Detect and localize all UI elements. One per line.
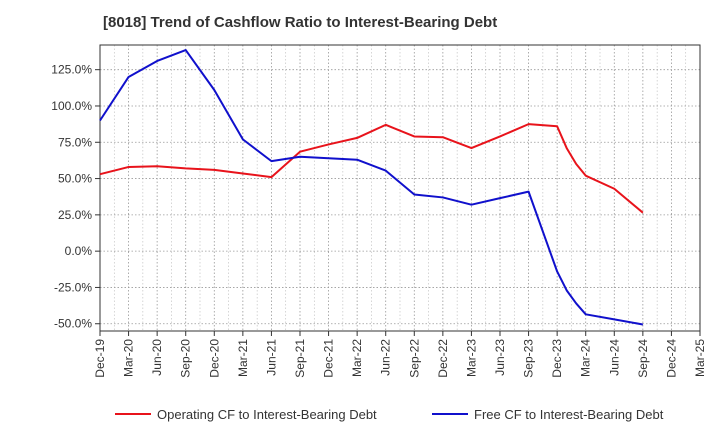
y-tick-label: 100.0% bbox=[51, 99, 92, 113]
x-tick-label: Jun-24 bbox=[607, 339, 621, 376]
x-tick-label: Sep-23 bbox=[522, 339, 536, 378]
y-tick-label: -25.0% bbox=[54, 280, 92, 294]
x-tick-label: Dec-21 bbox=[322, 339, 336, 378]
y-tick-label: 50.0% bbox=[58, 172, 92, 186]
x-tick-label: Mar-23 bbox=[464, 339, 478, 377]
x-tick-label: Jun-22 bbox=[379, 339, 393, 376]
plot-frame bbox=[99, 44, 701, 332]
x-tick-label: Mar-22 bbox=[350, 339, 364, 377]
x-tick-label: Sep-21 bbox=[293, 339, 307, 378]
x-tick-label: Dec-24 bbox=[664, 339, 678, 378]
x-tick-label: Dec-22 bbox=[436, 339, 450, 378]
x-tick-label: Jun-20 bbox=[150, 339, 164, 376]
y-tick-label: 75.0% bbox=[58, 135, 92, 149]
x-tick-label: Mar-21 bbox=[236, 339, 250, 377]
x-tick-label: Dec-19 bbox=[93, 339, 107, 378]
y-tick-label: -50.0% bbox=[54, 317, 92, 331]
x-tick-label: Dec-20 bbox=[207, 339, 221, 378]
x-tick-label: Mar-20 bbox=[122, 339, 136, 377]
x-tick-label: Sep-22 bbox=[407, 339, 421, 378]
x-tick-label: Jun-21 bbox=[264, 339, 278, 376]
x-tick-label: Mar-24 bbox=[579, 339, 593, 377]
y-tick-label: 0.0% bbox=[65, 244, 93, 258]
legend-label-2: Free CF to Interest-Bearing Debt bbox=[474, 407, 664, 422]
chart-title: [8018] Trend of Cashflow Ratio to Intere… bbox=[103, 14, 498, 31]
series-line-1 bbox=[99, 123, 644, 214]
x-tick-label: Dec-23 bbox=[550, 339, 564, 378]
x-tick-label: Mar-25 bbox=[693, 339, 707, 377]
series-line-2 bbox=[99, 49, 644, 326]
legend-label-1: Operating CF to Interest-Bearing Debt bbox=[157, 407, 377, 422]
y-tick-label: 25.0% bbox=[58, 208, 92, 222]
x-tick-label: Jun-23 bbox=[493, 339, 507, 376]
y-tick-label: 125.0% bbox=[51, 63, 92, 77]
x-tick-label: Sep-24 bbox=[636, 339, 650, 378]
x-tick-label: Sep-20 bbox=[179, 339, 193, 378]
